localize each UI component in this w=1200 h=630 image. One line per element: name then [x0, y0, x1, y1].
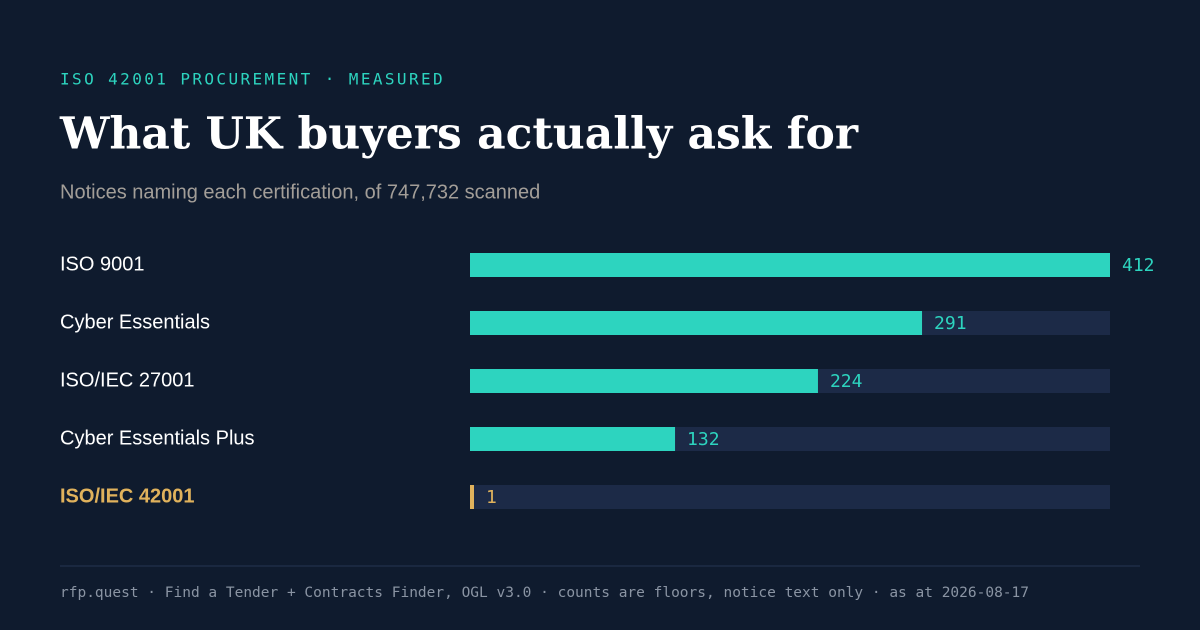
chart-title: What UK buyers actually ask for: [59, 109, 859, 160]
eyebrow: ISO 42001 PROCUREMENT · MEASURED: [60, 70, 445, 89]
bar-track: [470, 485, 1110, 509]
value-label: 224: [830, 371, 863, 392]
bar: [470, 485, 474, 509]
value-label: 1: [486, 487, 497, 508]
bar: [470, 369, 818, 393]
category-label: ISO/IEC 27001: [60, 369, 195, 391]
bar: [470, 253, 1110, 277]
bar: [470, 427, 676, 451]
footer: rfp.quest · Find a Tender + Contracts Fi…: [60, 585, 1029, 601]
category-label: Cyber Essentials Plus: [60, 427, 255, 449]
value-label: 132: [687, 429, 720, 450]
category-label: ISO 9001: [60, 253, 145, 275]
value-label: 412: [1122, 255, 1155, 276]
chart-subtitle: Notices naming each certification, of 74…: [60, 181, 540, 203]
category-label: ISO/IEC 42001: [60, 485, 195, 507]
category-label: Cyber Essentials: [60, 311, 210, 333]
bar: [470, 311, 923, 335]
value-label: 291: [934, 313, 967, 334]
